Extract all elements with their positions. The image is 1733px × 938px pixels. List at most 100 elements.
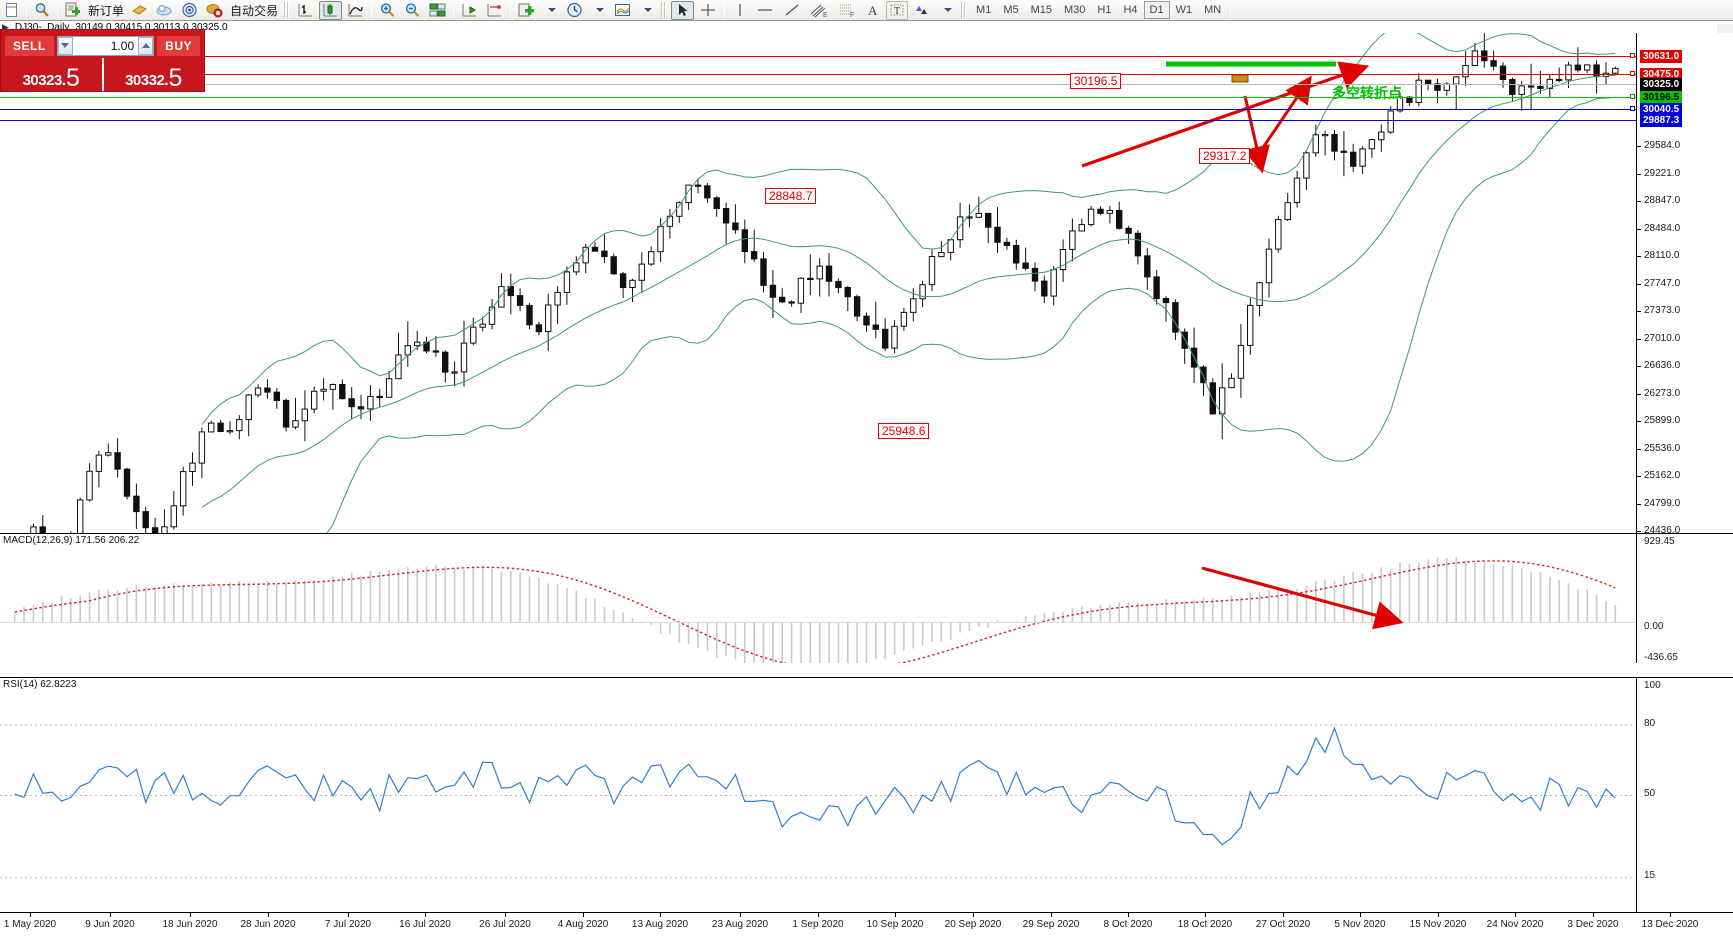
price-line-handle[interactable]: [1630, 71, 1635, 76]
search-icon[interactable]: [31, 1, 53, 20]
shapes-icon[interactable]: [910, 1, 934, 20]
price-tag-30040: 30040.5: [1640, 103, 1683, 116]
time-axis-label: 5 Nov 2020: [1334, 919, 1386, 930]
macd-plot-area[interactable]: [0, 534, 1636, 663]
buy-price-integer: 30332: [125, 72, 165, 89]
price-line-30475[interactable]: [0, 74, 1636, 75]
timeframe-m5[interactable]: M5: [1003, 4, 1019, 16]
price-line-30196[interactable]: [0, 97, 1636, 98]
cursor-icon[interactable]: [671, 0, 695, 20]
symbol-header: ▶ DJ30-, Daily 30149.0 30415.0 30113.0 3…: [0, 21, 1733, 33]
price-axis-label: 24436.0: [1644, 525, 1681, 536]
time-axis-tick: [1128, 913, 1129, 917]
timeframe-mn[interactable]: MN: [1204, 4, 1222, 16]
sell-button[interactable]: SELL: [5, 35, 54, 56]
price-line-handle[interactable]: [1630, 94, 1635, 99]
volume-increment-button[interactable]: [138, 36, 154, 55]
chevron-down-icon[interactable]: [588, 1, 609, 20]
price-chart-pane[interactable]: 30196.5 29317.2 28848.7 25948.6 多空转折点 30…: [0, 33, 1733, 536]
toolbar-grip[interactable]: [961, 2, 968, 18]
price-line-handle[interactable]: [1630, 53, 1635, 58]
price-line-30631[interactable]: [0, 56, 1636, 57]
time-axis[interactable]: 1 May 2020 9 Jun 2020 18 Jun 2020 28 Jun 20…: [0, 912, 1733, 938]
price-axis-tick: [1637, 338, 1641, 340]
annotation-25948[interactable]: 25948.6: [878, 423, 930, 439]
timeframe-h1[interactable]: H1: [1097, 4, 1112, 16]
price-line-handle[interactable]: [1630, 106, 1635, 111]
timeframe-d1[interactable]: D1: [1143, 1, 1170, 19]
signal-icon[interactable]: [178, 1, 201, 20]
indicators-icon[interactable]: [483, 1, 506, 20]
macd-pane[interactable]: MACD(12,26,9) 171.56 206.22 929.45 0.00 …: [0, 533, 1733, 663]
rsi-pane[interactable]: RSI(14) 62.8223 100 80 50 15: [0, 677, 1733, 912]
time-axis-label: 13 Aug 2020: [631, 919, 689, 930]
time-axis-tick: [30, 913, 31, 917]
tile-windows-icon[interactable]: [426, 1, 449, 20]
timeframe-h4[interactable]: H4: [1123, 4, 1138, 16]
timeframe-m1[interactable]: M1: [976, 4, 992, 16]
price-candles-svg: [30, 33, 1619, 533]
rsi-plot-area[interactable]: [0, 678, 1636, 912]
crosshair-icon[interactable]: [696, 1, 720, 20]
cloud-icon[interactable]: [153, 1, 176, 20]
rsi-svg: [0, 724, 1636, 879]
time-axis-label: 10 Sep 2020: [866, 919, 924, 930]
trendline-icon[interactable]: [780, 1, 804, 20]
autotrading-icon[interactable]: [203, 1, 226, 20]
annotation-turning-point-note[interactable]: 多空转折点: [1332, 85, 1402, 101]
price-axis[interactable]: 30631.0 30475.0 30325.0 30196.5 30040.5 …: [1636, 33, 1733, 536]
line-chart-icon[interactable]: [344, 1, 367, 20]
candlestick-icon[interactable]: [319, 0, 343, 20]
time-axis-tick: [110, 913, 111, 917]
toolbar-grip[interactable]: [661, 2, 668, 18]
history-icon[interactable]: [128, 1, 151, 20]
rsi-tick-50: 50: [1644, 788, 1656, 799]
volume-decrement-button[interactable]: [57, 36, 73, 55]
price-line-30040[interactable]: [0, 109, 1636, 110]
volume-stepper[interactable]: 1.00: [56, 35, 155, 56]
period-icon[interactable]: [563, 1, 586, 20]
chart-pointer-icon: ▶: [2, 21, 9, 32]
buy-price[interactable]: 30332 . 5: [101, 58, 205, 91]
fibonacci-icon[interactable]: F: [834, 1, 860, 20]
time-axis-label: 28 Jun 2020: [240, 919, 296, 930]
price-axis-tick: [1637, 201, 1641, 202]
timeframe-m15[interactable]: M15: [1030, 4, 1052, 16]
add-indicator-icon[interactable]: [515, 1, 538, 20]
scrollbar-corner[interactable]: [1717, 24, 1733, 33]
main-toolbar: 新订单 自动交易: [0, 0, 1733, 21]
zoom-out-icon[interactable]: [401, 1, 424, 20]
price-tag-30196: 30196.5: [1640, 91, 1683, 104]
annotation-30196[interactable]: 30196.5: [1070, 73, 1122, 89]
annotation-28848[interactable]: 28848.7: [765, 188, 817, 204]
vertical-line-icon[interactable]: [729, 1, 750, 20]
equidistant-channel-icon[interactable]: E: [806, 1, 832, 20]
macd-tick-min: -436.65: [1644, 652, 1678, 663]
timeframe-m30[interactable]: M30: [1064, 4, 1086, 16]
price-line-29887[interactable]: [0, 120, 1636, 121]
templates-icon[interactable]: [611, 1, 634, 20]
chevron-down-icon[interactable]: [540, 1, 561, 20]
volume-input[interactable]: 1.00: [110, 38, 135, 53]
timeframe-w1[interactable]: W1: [1175, 4, 1193, 16]
chevron-down-icon[interactable]: [936, 1, 957, 20]
new-order-label[interactable]: 新订单: [88, 3, 125, 18]
horizontal-line-icon[interactable]: [752, 1, 778, 20]
price-tag-30325: 30325.0: [1640, 78, 1683, 91]
sell-price[interactable]: 30323 . 5: [1, 58, 102, 91]
price-plot-area[interactable]: 30196.5 29317.2 28848.7 25948.6 多空转折点: [0, 33, 1636, 533]
bar-chart-icon[interactable]: [294, 1, 317, 20]
text-label-icon[interactable]: T: [886, 0, 909, 20]
chevron-down-icon[interactable]: [636, 1, 657, 20]
zoom-in-icon[interactable]: [376, 1, 399, 20]
time-axis-tick: [818, 913, 819, 917]
autotrading-label[interactable]: 自动交易: [230, 3, 279, 18]
buy-price-dot: .: [164, 72, 169, 89]
annotation-29317[interactable]: 29317.2: [1199, 148, 1251, 164]
buy-button[interactable]: BUY: [157, 35, 200, 56]
text-icon[interactable]: A: [862, 1, 884, 20]
new-order-icon[interactable]: [62, 1, 84, 20]
data-window-icon[interactable]: [458, 1, 481, 20]
toolbar-grip[interactable]: [284, 2, 291, 18]
time-axis-label: 24 Nov 2020: [1486, 919, 1544, 930]
